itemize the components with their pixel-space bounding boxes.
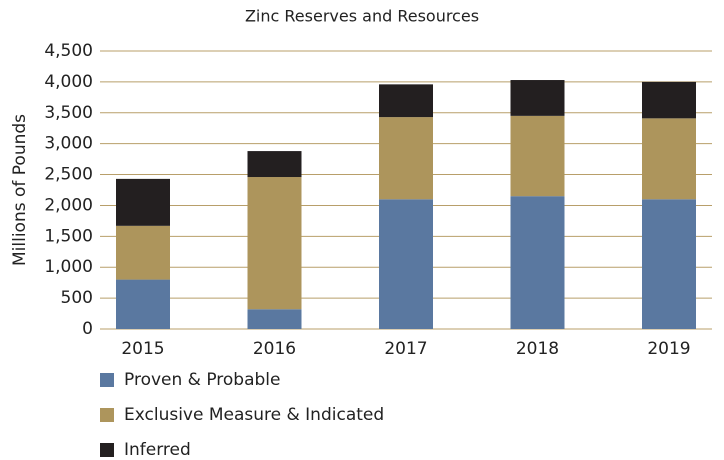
y-tick-label: 2,500 (44, 165, 93, 185)
legend-label: Inferred (124, 440, 191, 460)
bar-segment (510, 115, 565, 197)
bar-segment (247, 309, 302, 329)
y-tick-label: 4,500 (44, 41, 93, 61)
bar-segment (247, 151, 302, 178)
bar-segment (510, 196, 565, 329)
bar-segment (116, 225, 170, 280)
bar-segment (642, 199, 696, 329)
bar-segment (247, 177, 302, 310)
bar-segment (379, 199, 433, 329)
y-tick-label: 3,000 (44, 134, 93, 154)
bar-segment (510, 80, 565, 116)
y-tick-label: 1,500 (44, 226, 93, 246)
chart-title: Zinc Reserves and Resources (245, 7, 479, 26)
bar-segment (379, 84, 433, 118)
legend-label: Exclusive Measure & Indicated (124, 405, 384, 425)
y-axis-label: Millions of Pounds (10, 114, 30, 266)
y-tick-label: 3,500 (44, 103, 93, 123)
y-tick-label: 0 (82, 319, 93, 339)
x-tick-label: 2018 (516, 339, 559, 359)
legend-label: Proven & Probable (124, 370, 280, 390)
bar-segment (642, 118, 696, 200)
legend-swatch (100, 408, 114, 422)
bar-segment (642, 81, 696, 119)
y-tick-label: 2,000 (44, 195, 93, 215)
x-tick-label: 2017 (384, 339, 427, 359)
x-tick-label: 2016 (253, 339, 296, 359)
y-tick-label: 500 (61, 288, 93, 308)
x-tick-label: 2019 (647, 339, 690, 359)
legend-swatch (100, 373, 114, 387)
x-tick-label: 2015 (121, 339, 164, 359)
bar-segment (116, 178, 170, 226)
y-tick-label: 4,000 (44, 72, 93, 92)
bar-segment (379, 117, 433, 200)
bar-segment (116, 279, 170, 329)
legend-swatch (100, 443, 114, 457)
y-tick-label: 1,000 (44, 257, 93, 277)
